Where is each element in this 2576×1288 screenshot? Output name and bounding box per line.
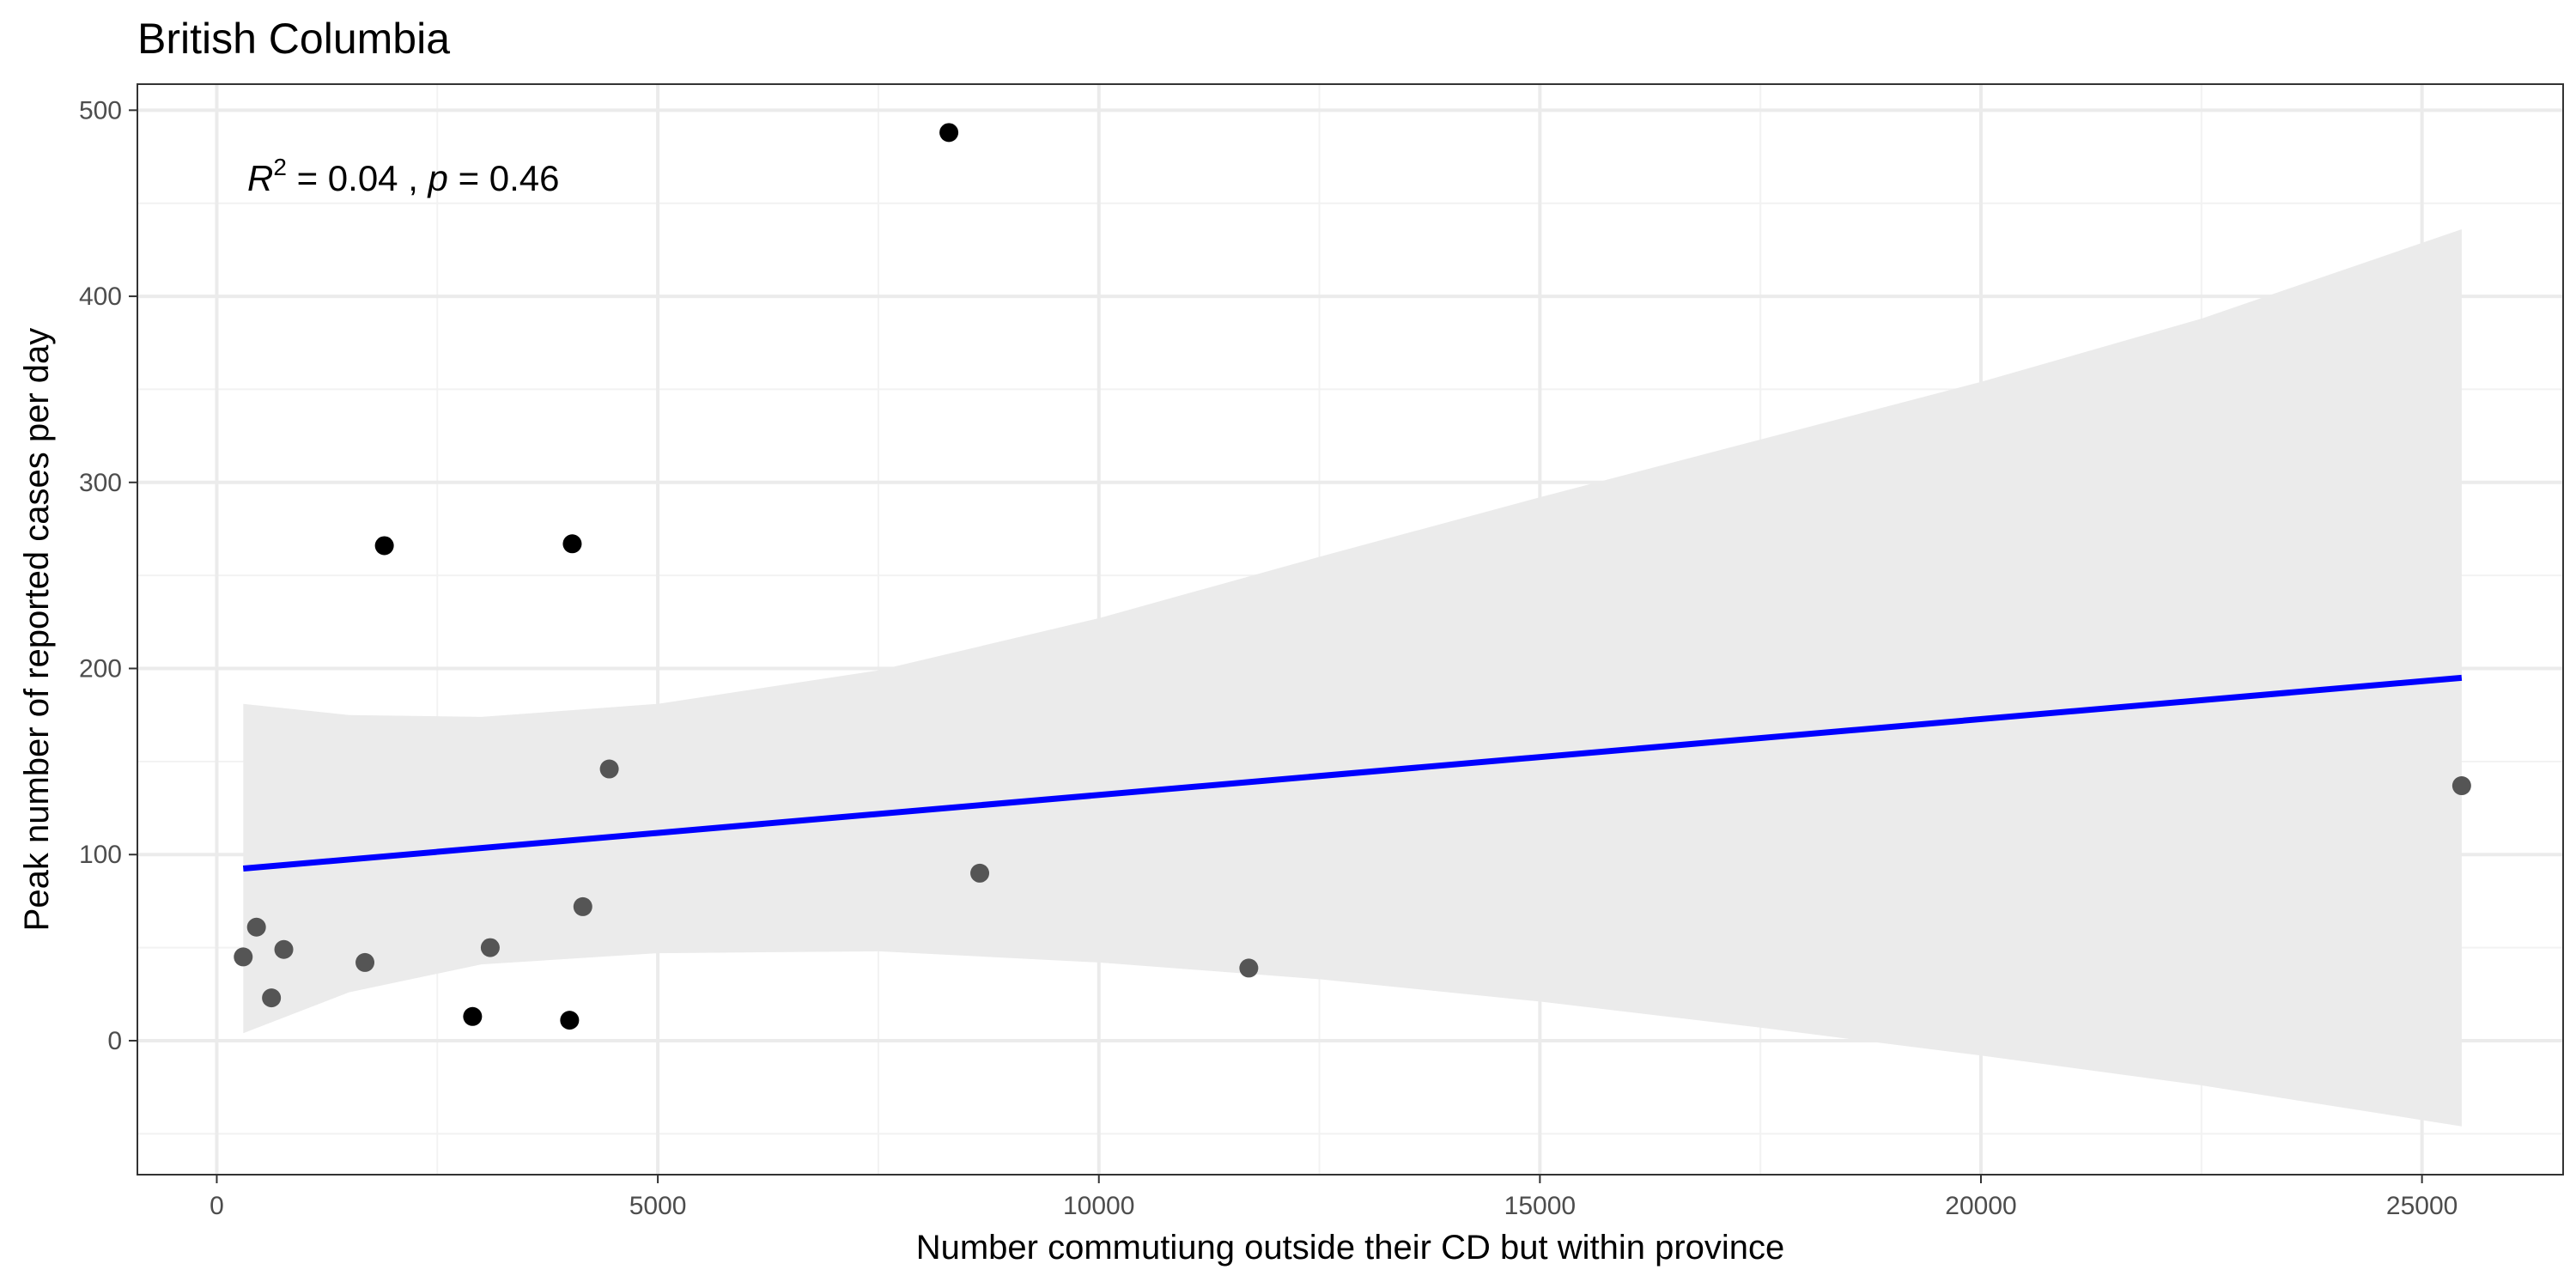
y-tick-label: 100	[79, 841, 122, 869]
x-tick-label: 10000	[1063, 1192, 1134, 1220]
y-tick-label: 200	[79, 655, 122, 683]
p-value: = 0.46	[448, 158, 560, 198]
annotation-separator: ,	[398, 158, 428, 198]
x-tick-label: 15000	[1504, 1192, 1576, 1220]
data-point	[374, 536, 394, 556]
data-point	[274, 939, 294, 959]
data-point	[562, 534, 582, 554]
data-point	[573, 896, 592, 916]
x-tick-label: 25000	[2386, 1192, 2458, 1220]
x-tick-label: 20000	[1945, 1192, 2016, 1220]
data-point	[355, 952, 375, 972]
data-points	[234, 123, 2471, 1030]
data-point	[463, 1006, 483, 1026]
y-tick-label: 300	[79, 469, 122, 497]
r2-value: = 0.04	[287, 158, 398, 198]
panel-border	[137, 83, 2564, 1176]
data-point	[234, 947, 253, 967]
data-point	[599, 759, 619, 779]
y-tick-label: 400	[79, 283, 122, 311]
y-axis-title: Peak number of reported cases per day	[18, 328, 56, 932]
r2-exponent: 2	[273, 154, 287, 180]
y-tick-label: 500	[79, 96, 122, 125]
y-tick-label: 0	[107, 1027, 122, 1055]
confidence-band	[243, 229, 2462, 1127]
y-axis-ticks: 0 100 200 300 400 500	[79, 96, 137, 1055]
r2-symbol: R	[247, 158, 273, 198]
regression-annotation: R2 = 0.04 , p = 0.46	[247, 154, 560, 198]
data-point	[560, 1011, 580, 1030]
data-point	[970, 863, 990, 883]
data-point	[262, 988, 282, 1008]
data-point	[2451, 776, 2471, 796]
data-point	[1239, 958, 1259, 978]
p-symbol: p	[427, 158, 448, 198]
x-tick-label: 0	[210, 1192, 224, 1220]
regression-line	[242, 674, 2463, 872]
x-axis-title: Number commutiung outside their CD but w…	[916, 1229, 1785, 1267]
data-point	[939, 123, 959, 143]
chart-title: British Columbia	[137, 15, 450, 63]
data-point	[480, 938, 500, 957]
data-point	[246, 917, 266, 937]
x-tick-label: 5000	[629, 1192, 687, 1220]
x-axis-ticks: 0 5000 10000 15000 20000 25000	[210, 1175, 2458, 1220]
